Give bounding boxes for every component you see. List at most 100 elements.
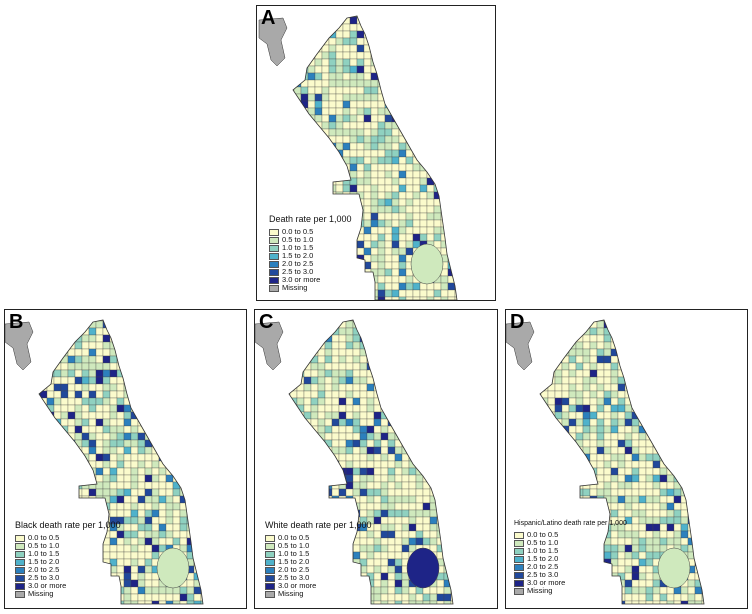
tract (200, 474, 203, 483)
tract (398, 93, 407, 102)
tract (443, 544, 452, 553)
tract (694, 460, 703, 469)
tract (405, 128, 414, 137)
tract (617, 467, 626, 476)
tract (300, 16, 309, 25)
tract (540, 502, 542, 511)
tract (447, 184, 456, 193)
tract (293, 135, 295, 144)
tract (568, 446, 577, 455)
tract (680, 460, 689, 469)
tract (46, 425, 55, 434)
tract (603, 467, 612, 476)
tract (687, 362, 696, 371)
tract (373, 425, 382, 434)
tract (419, 79, 428, 88)
tract (638, 502, 647, 511)
tract (454, 198, 457, 207)
tract (547, 446, 556, 455)
tract (659, 376, 668, 385)
tract (394, 565, 403, 574)
tract (81, 495, 90, 504)
tract (561, 341, 570, 350)
tract (307, 100, 316, 109)
tract (200, 544, 203, 553)
tract (401, 502, 410, 511)
tract (88, 383, 97, 392)
tract (363, 72, 372, 81)
tract (317, 320, 326, 329)
tract (193, 334, 202, 343)
tract (701, 341, 704, 350)
tract (589, 411, 598, 420)
tract (370, 170, 379, 179)
tract (631, 327, 640, 336)
tract (426, 93, 435, 102)
tract (443, 376, 452, 385)
tract (151, 593, 160, 602)
tract (359, 327, 368, 336)
tract (624, 425, 633, 434)
tract (659, 488, 668, 497)
tract (610, 432, 619, 441)
tract (391, 296, 400, 300)
tract (701, 404, 704, 413)
tract (422, 446, 431, 455)
tract (303, 390, 312, 399)
tract (454, 72, 457, 81)
tract (419, 198, 428, 207)
tract (151, 523, 160, 532)
tract (165, 488, 174, 497)
legend-swatch (514, 555, 524, 563)
tract (596, 341, 605, 350)
tract (81, 355, 90, 364)
tract (645, 411, 654, 420)
tract (151, 411, 160, 420)
tract (387, 530, 396, 539)
tract (554, 418, 563, 427)
tract (296, 376, 305, 385)
tract (193, 502, 202, 511)
tract (589, 432, 598, 441)
tract (540, 397, 542, 406)
tract (349, 149, 358, 158)
tract (116, 474, 125, 483)
tract (289, 362, 291, 371)
tract (186, 341, 195, 350)
tract (123, 446, 132, 455)
tract (638, 390, 647, 399)
tract (345, 446, 354, 455)
tract (338, 481, 347, 490)
tract (363, 114, 372, 123)
tract (454, 100, 457, 109)
tract (116, 439, 125, 448)
tract (540, 362, 542, 371)
tract (373, 593, 382, 602)
tract (307, 93, 316, 102)
tract (179, 460, 188, 469)
tract (67, 418, 76, 427)
tract (377, 58, 386, 67)
tract (422, 369, 431, 378)
tract (363, 156, 372, 165)
tract (342, 121, 351, 130)
tract (109, 320, 118, 322)
tract (193, 362, 202, 371)
tract (429, 383, 438, 392)
tract (394, 572, 403, 581)
tract (415, 593, 424, 602)
tract (338, 369, 347, 378)
tract (102, 453, 111, 462)
tract (324, 418, 333, 427)
tract (387, 523, 396, 532)
tract (331, 600, 340, 604)
tract (130, 320, 139, 322)
tract (405, 191, 414, 200)
tract (123, 376, 132, 385)
tract (137, 390, 146, 399)
tract (116, 341, 125, 350)
tract (429, 397, 438, 406)
tract (454, 212, 457, 221)
tract (701, 383, 704, 392)
tract (652, 495, 661, 504)
